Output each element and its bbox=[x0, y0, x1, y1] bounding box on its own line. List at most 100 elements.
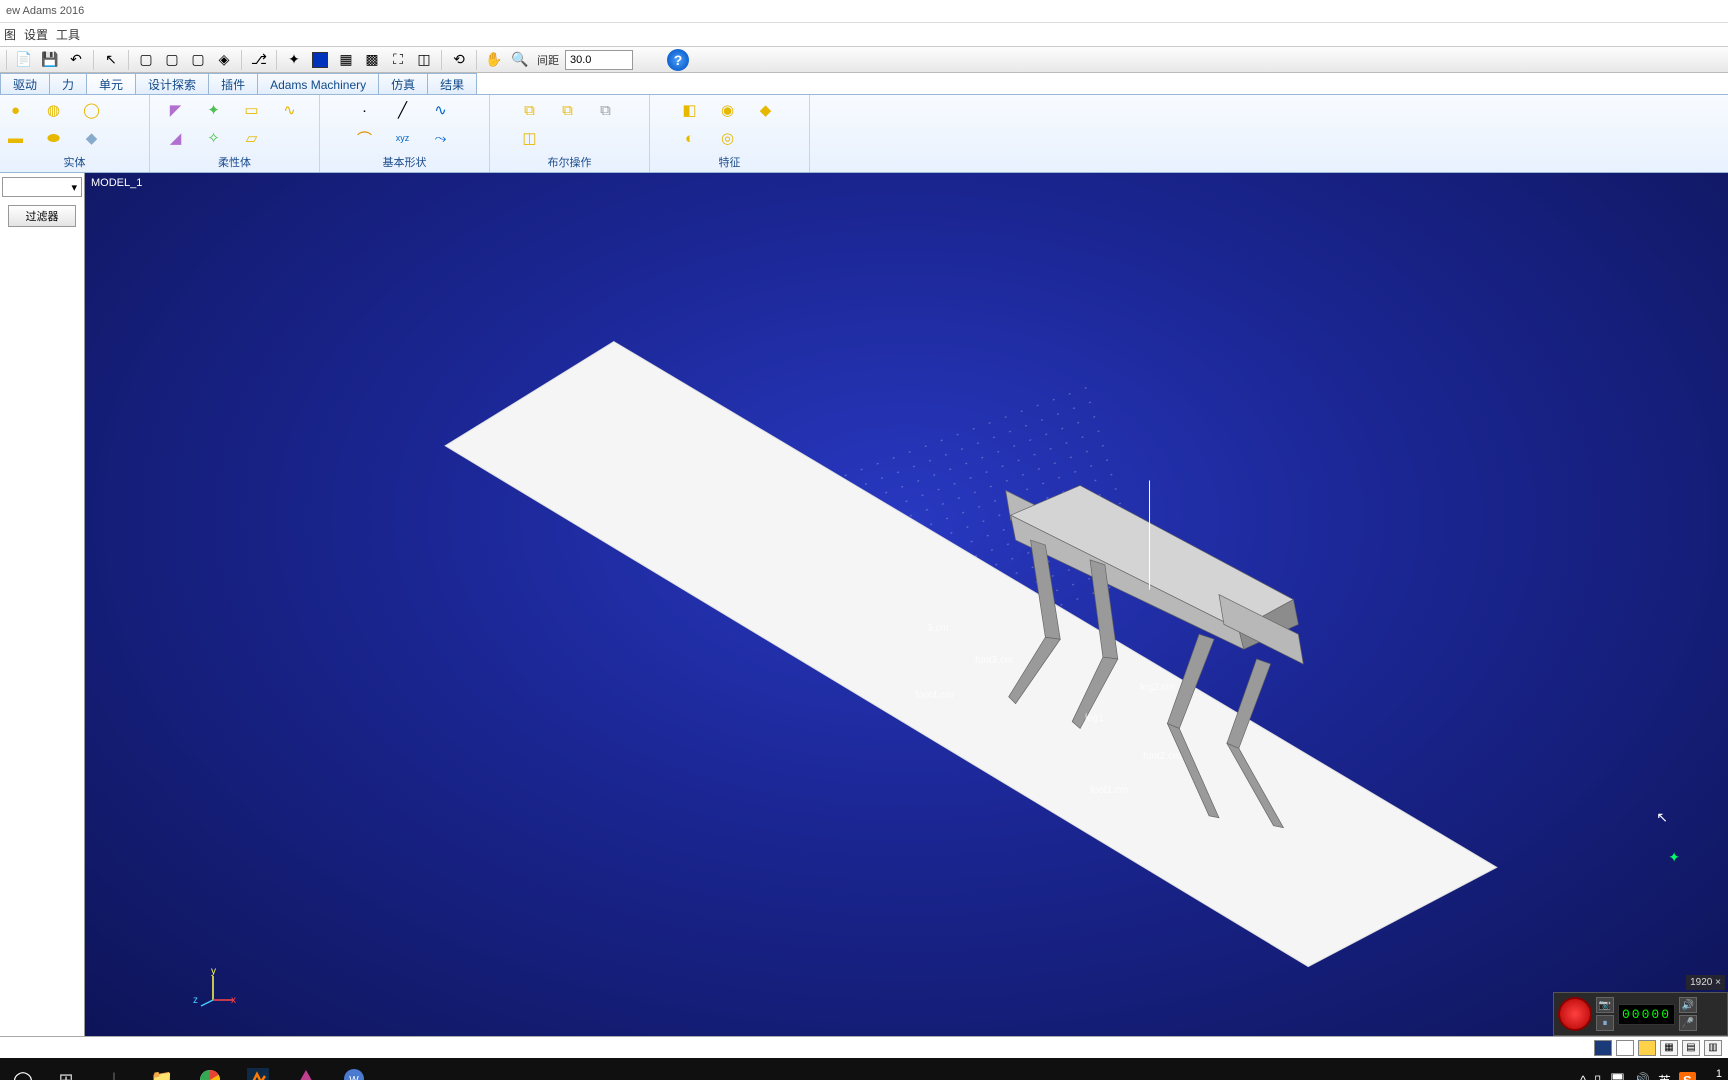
chrome-icon[interactable] bbox=[188, 1058, 232, 1080]
start-button[interactable]: ◯ bbox=[6, 1063, 40, 1080]
flex3-icon[interactable]: ▭ bbox=[240, 99, 264, 121]
recorder-pause-icon[interactable]: ⏸ bbox=[1596, 1015, 1614, 1031]
tab-force[interactable]: 力 bbox=[49, 73, 87, 94]
ribbon: ● ◍ ◯ ▬ ⬬ ◆ 实体 ◤ ✦ ▭ ∿ ◢ ✧ ▱ 柔性体 · ╱ ∿ ⌒… bbox=[0, 95, 1728, 173]
tab-machinery[interactable]: Adams Machinery bbox=[257, 73, 379, 94]
status-icon-2[interactable] bbox=[1616, 1040, 1634, 1056]
feat-extrude-icon[interactable]: ◧ bbox=[678, 99, 702, 121]
flex6-icon[interactable]: ✧ bbox=[202, 127, 226, 149]
point-icon[interactable]: · bbox=[353, 99, 377, 121]
wps-icon[interactable]: W bbox=[332, 1058, 376, 1080]
adams-icon[interactable] bbox=[284, 1058, 328, 1080]
fit-view-icon[interactable]: ⛶ bbox=[387, 49, 409, 71]
status-icon-6[interactable]: ▥ bbox=[1704, 1040, 1722, 1056]
flex4-icon[interactable]: ∿ bbox=[278, 99, 302, 121]
polyline-icon[interactable]: ∿ bbox=[429, 99, 453, 121]
flex2-icon[interactable]: ✦ bbox=[202, 99, 226, 121]
render-mode1-icon[interactable]: ▦ bbox=[335, 49, 357, 71]
tray-sogou-icon[interactable]: S bbox=[1679, 1072, 1696, 1080]
bool-subtract-icon[interactable]: ⧉ bbox=[556, 99, 580, 121]
axis-toggle-icon[interactable]: ⎇ bbox=[248, 49, 270, 71]
undo-icon[interactable]: ↶ bbox=[65, 49, 87, 71]
status-icon-4[interactable]: ▦ bbox=[1660, 1040, 1678, 1056]
status-icon-3[interactable] bbox=[1638, 1040, 1656, 1056]
distance-input[interactable] bbox=[565, 50, 633, 70]
recorder-camera-icon[interactable]: 📷 bbox=[1596, 997, 1614, 1013]
feat-chamfer-icon[interactable]: ◆ bbox=[754, 99, 778, 121]
view-iso-icon[interactable]: ◈ bbox=[213, 49, 235, 71]
new-file-icon[interactable]: 📄 bbox=[13, 49, 35, 71]
bool-intersect-icon[interactable]: ⧉ bbox=[594, 99, 618, 121]
link-icon[interactable]: ⬬ bbox=[42, 127, 66, 149]
flex5-icon[interactable]: ◢ bbox=[164, 127, 188, 149]
pan-icon[interactable]: ✋ bbox=[483, 49, 505, 71]
torus-icon[interactable]: ◯ bbox=[80, 99, 104, 121]
plate-icon[interactable]: ◆ bbox=[80, 127, 104, 149]
select-box-icon[interactable]: ◫ bbox=[413, 49, 435, 71]
wireframe-icon[interactable]: ✦ bbox=[283, 49, 305, 71]
spacer bbox=[118, 99, 142, 121]
arc-icon[interactable]: ⌒ bbox=[353, 127, 377, 149]
viewport-3d[interactable]: MODEL_1 3.cmfoot3.cmfoot4.cmleg2.cmleg1f… bbox=[85, 173, 1728, 1036]
bool-split-icon[interactable]: ◫ bbox=[518, 127, 542, 149]
menu-tools[interactable]: 工具 bbox=[56, 26, 80, 43]
zoom-icon[interactable]: 🔍 bbox=[509, 49, 531, 71]
recorder-counter: 00000 bbox=[1618, 1004, 1675, 1025]
filter-button[interactable]: 过滤器 bbox=[8, 205, 76, 227]
marker-icon[interactable]: xyz bbox=[391, 127, 415, 149]
status-icon-5[interactable]: ▤ bbox=[1682, 1040, 1700, 1056]
color-fill-icon[interactable] bbox=[309, 49, 331, 71]
tab-element[interactable]: 单元 bbox=[86, 73, 136, 94]
tab-simulation[interactable]: 仿真 bbox=[378, 73, 428, 94]
menu-settings[interactable]: 设置 bbox=[24, 26, 48, 43]
ribbon-group-flex: ◤ ✦ ▭ ∿ ◢ ✧ ▱ 柔性体 bbox=[150, 95, 320, 172]
axis-z-label: z bbox=[193, 995, 198, 1006]
select-arrow-icon[interactable]: ↖ bbox=[100, 49, 122, 71]
side-dropdown[interactable]: ▾ bbox=[2, 177, 82, 197]
recorder-mic-icon[interactable]: 🎤 bbox=[1679, 1015, 1697, 1031]
tab-plugins[interactable]: 插件 bbox=[208, 73, 258, 94]
view-right-icon[interactable]: ▢ bbox=[161, 49, 183, 71]
feat-hole-icon[interactable]: ◉ bbox=[716, 99, 740, 121]
recorder-resolution: 1920 × bbox=[1686, 975, 1725, 990]
recorder-audio-icon[interactable]: 🔊 bbox=[1679, 997, 1697, 1013]
ribbon-group-shapes: · ╱ ∿ ⌒ xyz ⤳ 基本形状 bbox=[320, 95, 490, 172]
flex1-icon[interactable]: ◤ bbox=[164, 99, 188, 121]
separator bbox=[476, 50, 477, 70]
explorer-icon[interactable]: 📁 bbox=[140, 1058, 184, 1080]
help-icon[interactable]: ? bbox=[667, 49, 689, 71]
view-top-icon[interactable]: ▢ bbox=[187, 49, 209, 71]
flex7-icon[interactable]: ▱ bbox=[240, 127, 264, 149]
render-mode2-icon[interactable]: ▩ bbox=[361, 49, 383, 71]
save-icon[interactable]: 💾 bbox=[39, 49, 61, 71]
tray-time: 1 bbox=[1704, 1068, 1722, 1080]
cursor-indicator: ↖ bbox=[1656, 809, 1668, 826]
line-icon[interactable]: ╱ bbox=[391, 99, 415, 121]
taskview-icon[interactable]: ⊞ bbox=[44, 1058, 88, 1080]
status-icon-1[interactable] bbox=[1594, 1040, 1612, 1056]
tray-ime[interactable]: 英 bbox=[1658, 1071, 1671, 1080]
scene-label: foot4.cm bbox=[915, 690, 953, 701]
menu-view[interactable]: 图 bbox=[4, 26, 16, 43]
ribbon-label-flex: 柔性体 bbox=[156, 152, 313, 170]
spline-icon[interactable]: ⤳ bbox=[429, 127, 453, 149]
work-area: ▾ 过滤器 MODEL_1 3.cmfoot3.cmfoot4. bbox=[0, 173, 1728, 1036]
view-front-icon[interactable]: ▢ bbox=[135, 49, 157, 71]
feat-shell-icon[interactable]: ◎ bbox=[716, 127, 740, 149]
sphere-icon[interactable]: ● bbox=[4, 99, 28, 121]
tray-network-icon[interactable]: ▯ bbox=[1594, 1072, 1601, 1080]
feat-fillet-icon[interactable]: ◐ bbox=[678, 127, 702, 149]
tray-volume-icon[interactable]: 🔊 bbox=[1634, 1072, 1650, 1080]
box-icon[interactable]: ▬ bbox=[4, 127, 28, 149]
tab-results[interactable]: 结果 bbox=[427, 73, 477, 94]
bool-union-icon[interactable]: ⧉ bbox=[518, 99, 542, 121]
scene-label: foot2.cm bbox=[1143, 751, 1181, 762]
tray-monitor-icon[interactable]: 🖥 bbox=[1609, 1072, 1626, 1080]
record-button[interactable] bbox=[1558, 997, 1592, 1031]
tab-drive[interactable]: 驱动 bbox=[0, 73, 50, 94]
rotate-view-icon[interactable]: ⟲ bbox=[448, 49, 470, 71]
frustum-icon[interactable]: ◍ bbox=[42, 99, 66, 121]
tray-chevron-icon[interactable]: ^ bbox=[1580, 1073, 1586, 1080]
tab-design-explore[interactable]: 设计探索 bbox=[135, 73, 209, 94]
matlab-icon[interactable] bbox=[236, 1058, 280, 1080]
